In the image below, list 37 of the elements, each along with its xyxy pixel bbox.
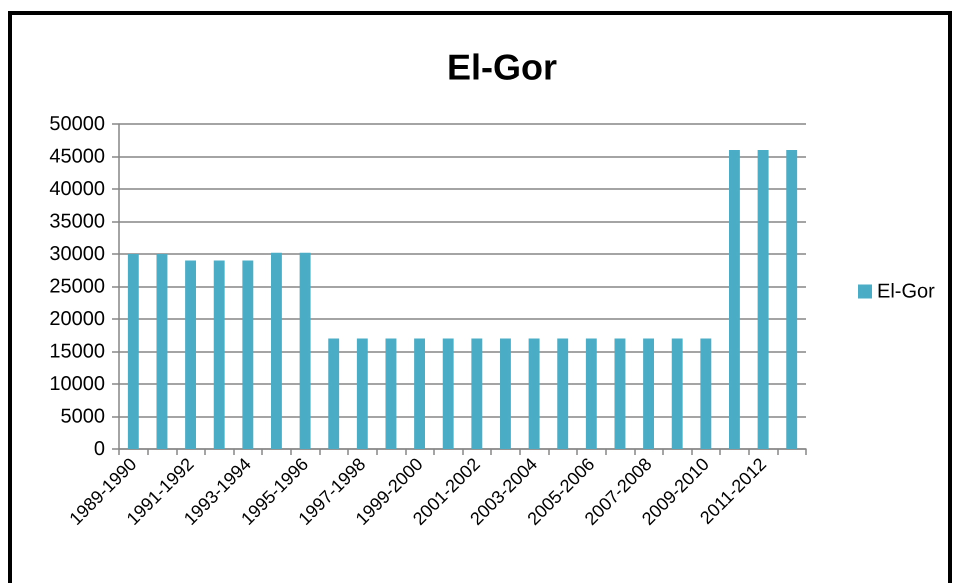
y-tick-label: 5000: [60, 406, 105, 428]
y-tick-label: 0: [94, 438, 105, 460]
bar: [758, 150, 768, 449]
bar: [242, 260, 254, 449]
y-tick-label: 30000: [49, 243, 105, 265]
bar: [557, 338, 568, 449]
y-tick-label: 10000: [49, 373, 105, 395]
bar: [356, 338, 368, 449]
bar: [614, 338, 626, 449]
bar: [786, 150, 798, 449]
bar: [128, 254, 139, 449]
bar: [328, 338, 340, 449]
y-tick-label: 35000: [49, 210, 105, 232]
chart-title: El-Gor: [446, 46, 558, 88]
bar: [471, 338, 482, 449]
bar: [185, 260, 196, 449]
bar: [729, 150, 740, 449]
bar: [700, 338, 712, 449]
bar: [414, 338, 425, 449]
y-tick-label: 15000: [49, 340, 105, 362]
bar: [586, 338, 597, 449]
bar: [300, 252, 310, 449]
bar: [500, 338, 511, 449]
bar: [156, 254, 168, 449]
y-tick-label: 40000: [49, 178, 105, 200]
y-tick-label: 45000: [49, 146, 105, 168]
bar: [442, 338, 454, 449]
bar: [214, 260, 225, 449]
y-tick-label: 50000: [49, 113, 105, 135]
bar: [386, 338, 396, 449]
bar: [528, 338, 540, 449]
bar: [271, 252, 282, 449]
bar: [672, 338, 683, 449]
y-tick-label: 20000: [49, 308, 105, 330]
legend-label: El-Gor: [877, 280, 936, 302]
bar: [643, 338, 654, 449]
y-tick-label: 25000: [49, 276, 105, 298]
